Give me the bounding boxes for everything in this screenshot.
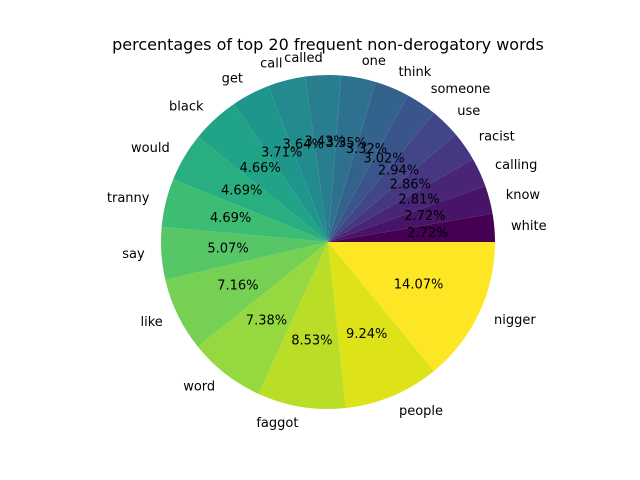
chart-title: percentages of top 20 frequent non-derog… — [112, 35, 544, 54]
percent-label-calling: 2.81% — [398, 193, 439, 208]
pie-slice-black — [198, 103, 328, 242]
category-label-someone: someone — [431, 82, 491, 97]
category-label-use: use — [457, 104, 480, 119]
pie-slice-tranny — [161, 179, 328, 242]
category-label-calling: calling — [495, 158, 537, 173]
percent-label-think: 3.32% — [346, 142, 387, 157]
pie-slice-one — [328, 75, 376, 242]
category-label-know: know — [506, 188, 541, 203]
percent-label-tranny: 4.69% — [210, 211, 251, 226]
pie-slice-called — [305, 74, 342, 242]
percent-label-say: 5.07% — [207, 241, 248, 256]
category-label-say: say — [122, 247, 145, 262]
pie-slice-nigger — [328, 242, 495, 372]
percent-label-racist: 2.86% — [390, 177, 431, 192]
percent-label-white: 2.72% — [407, 226, 448, 241]
percent-label-get: 3.71% — [261, 146, 302, 161]
pie-slice-use — [328, 112, 456, 242]
category-label-people: people — [399, 404, 443, 419]
percent-label-know: 2.72% — [404, 209, 445, 224]
pie-slice-people — [328, 242, 434, 409]
pie-slice-faggot — [258, 242, 346, 410]
category-label-called: called — [284, 51, 323, 66]
pie-slice-calling — [328, 159, 486, 242]
category-label-one: one — [362, 54, 386, 69]
category-label-word: word — [183, 379, 215, 394]
category-label-think: think — [399, 65, 432, 80]
category-label-tranny: tranny — [107, 191, 150, 206]
category-label-nigger: nigger — [494, 313, 536, 328]
category-label-like: like — [141, 315, 163, 330]
pie-slice-word — [197, 242, 328, 394]
pie-slice-like — [165, 242, 328, 347]
percent-label-one: 3.35% — [326, 136, 367, 151]
percent-labels: 14.07% 9.24% 8.53% 7.38% 7.16% 5.07% 4.69% 4.69… — [207, 134, 448, 348]
percent-label-use: 2.94% — [378, 163, 419, 178]
pie-slice-someone — [328, 95, 435, 242]
percent-label-faggot: 8.53% — [291, 333, 332, 348]
category-label-get: get — [222, 72, 243, 87]
pie-slice-racist — [328, 134, 474, 242]
percent-label-called: 3.43% — [304, 134, 345, 149]
percent-label-nigger: 14.07% — [394, 277, 444, 292]
category-label-would: would — [131, 141, 170, 156]
category-label-racist: racist — [479, 130, 515, 145]
percent-label-someone: 3.02% — [363, 151, 404, 166]
percent-label-word: 7.38% — [246, 314, 287, 329]
pie-slice-get — [233, 85, 328, 243]
category-label-call: call — [260, 57, 282, 72]
pie-slice-call — [268, 76, 328, 242]
percent-label-would: 4.69% — [221, 184, 262, 199]
percent-label-like: 7.16% — [217, 278, 258, 293]
pie-slice-white — [328, 213, 496, 242]
pie-slice-say — [161, 226, 328, 280]
percent-label-call: 3.64% — [283, 137, 324, 152]
category-labels: nigger people faggot word like say tranny would… — [107, 51, 547, 431]
percent-label-people: 9.24% — [346, 327, 387, 342]
pie-slice-think — [328, 81, 408, 242]
category-label-black: black — [169, 99, 204, 114]
category-label-white: white — [511, 219, 547, 234]
pie-slices — [161, 74, 496, 410]
pie-slice-know — [328, 186, 493, 242]
percent-label-black: 4.66% — [239, 161, 280, 176]
pie-slice-would — [173, 136, 328, 242]
category-label-faggot: faggot — [256, 416, 298, 431]
